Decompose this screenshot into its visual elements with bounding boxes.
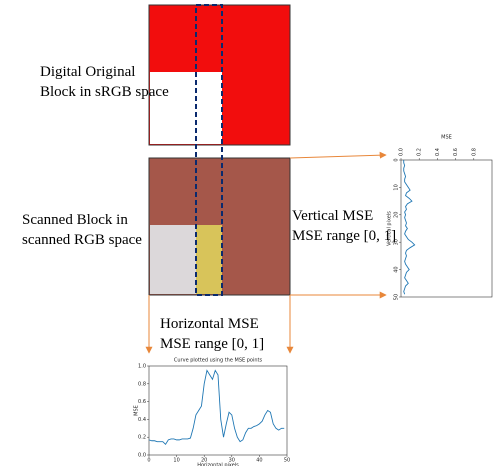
y-tick-label: 0.2 [138, 435, 146, 441]
y-tick-label: 0.4 [138, 417, 146, 423]
scanned-yellow [196, 225, 222, 294]
x-tick-label: 40 [394, 266, 400, 272]
label: Block in sRGB space [40, 84, 169, 100]
plot-frame [401, 160, 492, 297]
x-tick-label: 0 [147, 458, 150, 464]
x-tick-label: 50 [394, 294, 400, 300]
label: Digital Original [40, 64, 135, 80]
x-axis-label: Horizontal pixels [197, 463, 239, 466]
x-tick-label: 20 [394, 212, 400, 218]
x-axis-label: Vertical pixels [387, 211, 393, 246]
label: MSE range [0, 1] [292, 228, 396, 244]
x-tick-label: 40 [256, 458, 262, 464]
x-tick-label: 30 [394, 239, 400, 245]
y-tick-label: 0.4 [435, 148, 441, 156]
x-tick-label: 50 [284, 458, 290, 464]
x-tick-label: 0 [394, 158, 400, 161]
label: Vertical MSE [292, 208, 373, 224]
x-tick-label: 10 [173, 458, 179, 464]
mse-line [149, 370, 284, 444]
chart-title: Curve plotted using the MSE points [174, 358, 263, 364]
mse-line [404, 160, 415, 294]
y-tick-label: 0.2 [417, 148, 423, 156]
arrow [290, 155, 386, 158]
y-tick-label: 0.8 [138, 381, 146, 387]
label: MSE range [0, 1] [160, 336, 264, 352]
white-region [150, 72, 222, 144]
y-tick-label: 0.6 [138, 399, 146, 405]
y-tick-label: 0.6 [453, 148, 459, 156]
x-tick-label: 10 [394, 184, 400, 190]
label: Horizontal MSE [160, 316, 259, 332]
y-axis-label: MSE [134, 405, 140, 416]
y-tick-label: 0.8 [471, 148, 477, 156]
y-tick-label: 0.0 [138, 453, 146, 459]
figure: Digital Original Block in sRGB space Sca… [0, 0, 494, 466]
label: Scanned Block in [22, 212, 128, 228]
label: scanned RGB space [22, 232, 142, 248]
y-axis-label: MSE [441, 135, 452, 141]
scanned-white [150, 225, 196, 294]
y-tick-label: 1.0 [138, 364, 146, 370]
y-tick-label: 0.0 [399, 148, 405, 156]
